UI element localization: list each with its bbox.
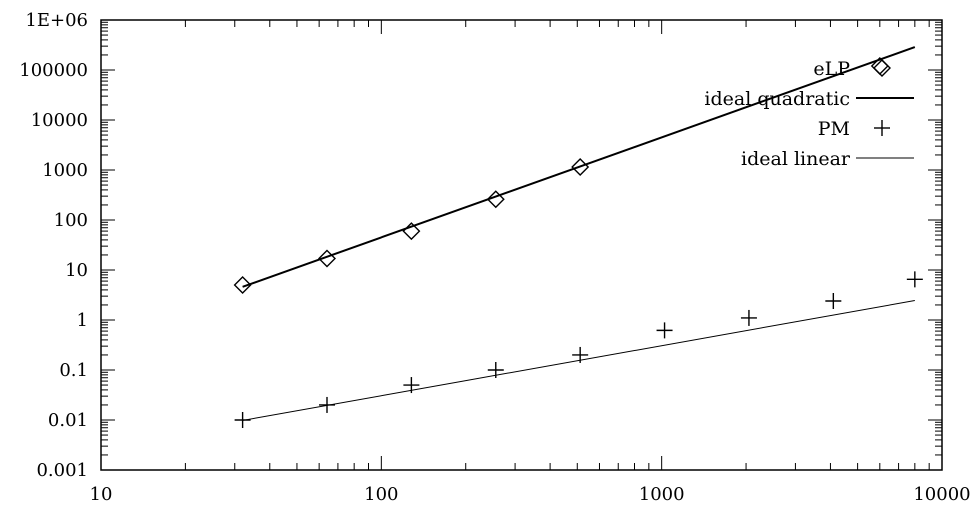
series-line-ideal-linear [242,300,915,421]
legend-label-elp: eLP [813,58,850,80]
legend-label-ideal-quadratic: ideal quadratic [704,88,850,110]
legend-swatch-pm [874,120,890,136]
data-point-elp [486,190,505,209]
y-tick-label: 1 [77,310,88,331]
axis-tick-labels: 10 100 1000 10000 0.001 0.01 0.1 1 10 100 1000 1000… [19,10,970,505]
data-point-elp [233,276,252,295]
y-tick-label: 10000 [31,110,88,131]
y-tick-label: 10 [65,260,88,281]
y-tick-label: 0.01 [48,410,88,431]
legend: eLP ideal quadratic PM ideal linear [704,58,914,170]
legend-label-pm: PM [818,118,850,140]
x-tick-label: 100 [364,484,398,505]
x-tick-label: 1000 [639,484,685,505]
y-tick-label: 100000 [19,60,88,81]
series-line-ideal-quadratic [242,46,916,288]
y-tick-label: 0.1 [59,360,88,381]
data-point-pm [740,309,757,326]
data-point-pm [656,322,673,339]
y-tick-label: 0.001 [36,460,88,481]
y-tick-label: 1000 [42,160,88,181]
plot-frame [100,19,943,471]
data-point-pm [906,271,923,288]
x-tick-label: 10 [90,484,113,505]
series-layer [233,46,923,428]
legend-swatch-elp [873,59,891,77]
legend-label-ideal-linear: ideal linear [741,148,851,170]
axis-ticks [100,19,943,471]
y-tick-label: 1E+06 [25,10,88,31]
data-point-pm [825,292,842,309]
x-tick-label: 10000 [913,484,970,505]
y-tick-label: 100 [54,210,88,231]
